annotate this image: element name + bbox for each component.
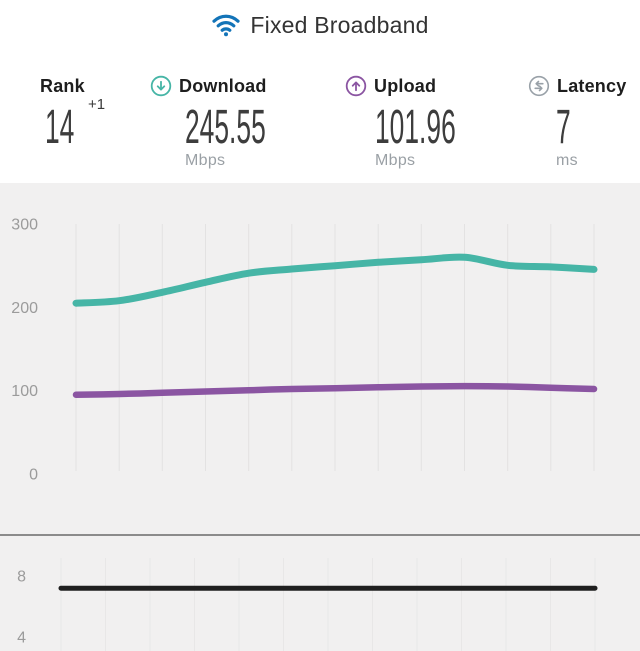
circle-up-arrow-icon [345, 75, 367, 97]
svg-text:300: 300 [11, 217, 38, 234]
stat-rank-value-row: 14 [45, 101, 98, 154]
stat-upload-value: 101.96 [375, 101, 456, 154]
speed-history-chart[interactable]: 300 200 100 0 [0, 183, 640, 534]
stat-latency-value: 7 [556, 101, 571, 154]
stat-rank: Rank 14 +1 [40, 74, 105, 154]
stat-rank-change-badge: +1 [88, 96, 106, 113]
svg-text:8: 8 [17, 569, 26, 586]
stat-latency-label: Latency [557, 75, 627, 96]
stat-latency-label-row: Latency [528, 74, 626, 98]
stat-latency-unit: ms [556, 152, 578, 169]
page-title-row: Fixed Broadband [0, 10, 640, 40]
header: Fixed Broadband Rank 14 +1 Download [0, 0, 640, 183]
stat-upload: Upload 101.96 Mbps [345, 74, 522, 170]
stat-download-unit: Mbps [185, 152, 226, 169]
stat-download: Download 245.55 Mbps [150, 74, 332, 170]
stat-download-value-row: 245.55 [185, 101, 332, 154]
svg-text:100: 100 [11, 383, 38, 400]
stat-rank-value: 14 [45, 101, 75, 154]
page-title: Fixed Broadband [250, 11, 429, 38]
stat-rank-label-row: Rank [40, 74, 98, 98]
wifi-icon [212, 14, 241, 37]
stat-download-label: Download [179, 75, 267, 96]
chart-separator [0, 534, 640, 536]
stat-latency-value-row: 7 [556, 101, 626, 154]
stat-upload-unit: Mbps [375, 152, 416, 169]
stat-latency: Latency 7 ms [528, 74, 626, 170]
svg-text:4: 4 [17, 630, 26, 647]
stat-rank-label: Rank [40, 75, 85, 96]
svg-text:200: 200 [11, 300, 38, 317]
latency-history-chart[interactable]: 84 [0, 536, 640, 651]
svg-text:0: 0 [29, 467, 38, 484]
stat-download-label-row: Download [150, 74, 332, 98]
stat-upload-value-row: 101.96 [375, 101, 522, 154]
circle-down-arrow-icon [150, 75, 172, 97]
circle-latency-arrows-icon [528, 75, 550, 97]
stat-upload-label: Upload [374, 75, 437, 96]
stat-upload-label-row: Upload [345, 74, 522, 98]
stat-download-value: 245.55 [185, 101, 266, 154]
